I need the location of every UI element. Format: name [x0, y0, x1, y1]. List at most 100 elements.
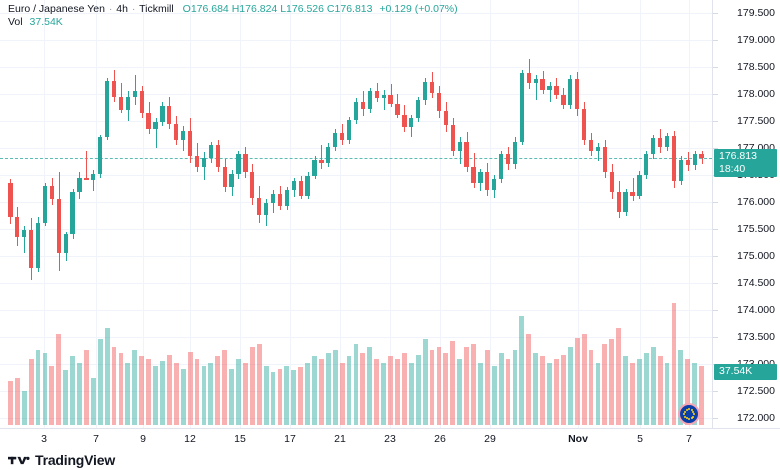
- volume-bar[interactable]: [595, 362, 601, 425]
- volume-bar[interactable]: [699, 365, 705, 425]
- candlestick[interactable]: [581, 109, 587, 140]
- candlestick[interactable]: [402, 114, 407, 128]
- volume-bar[interactable]: [118, 353, 124, 425]
- candlestick[interactable]: [91, 173, 96, 181]
- candlestick[interactable]: [395, 103, 400, 115]
- candlestick[interactable]: [464, 141, 469, 167]
- candlestick[interactable]: [568, 78, 573, 105]
- volume-bar[interactable]: [77, 362, 82, 425]
- candlestick[interactable]: [346, 119, 352, 140]
- volume-bar[interactable]: [146, 359, 152, 425]
- eu-flag-marker-icon[interactable]: [678, 403, 700, 425]
- candlestick[interactable]: [291, 181, 296, 191]
- candlestick[interactable]: [146, 112, 151, 130]
- candlestick[interactable]: [381, 95, 386, 99]
- volume-bar[interactable]: [401, 353, 407, 425]
- volume-bar[interactable]: [457, 359, 463, 425]
- candlestick[interactable]: [478, 172, 483, 184]
- candlestick[interactable]: [388, 95, 393, 104]
- candlestick[interactable]: [105, 80, 110, 138]
- candlestick[interactable]: [499, 154, 504, 180]
- volume-bar[interactable]: [305, 362, 311, 425]
- volume-bar[interactable]: [450, 340, 456, 425]
- candlestick[interactable]: [15, 217, 20, 238]
- candlestick[interactable]: [8, 183, 13, 218]
- volume-bar[interactable]: [526, 334, 532, 425]
- volume-bar[interactable]: [222, 350, 228, 425]
- candlestick[interactable]: [471, 166, 476, 184]
- volume-bar[interactable]: [464, 346, 469, 425]
- volume-bar[interactable]: [256, 343, 262, 425]
- volume-bar[interactable]: [325, 353, 331, 425]
- candlestick[interactable]: [692, 154, 697, 166]
- volume-bar[interactable]: [215, 356, 221, 425]
- candlestick[interactable]: [222, 166, 227, 187]
- volume-bar[interactable]: [491, 365, 497, 425]
- symbol-title[interactable]: Euro / Japanese Yen: [8, 3, 105, 15]
- candlestick[interactable]: [519, 73, 525, 142]
- candlestick[interactable]: [153, 122, 158, 130]
- chart-series-layer[interactable]: [0, 0, 712, 428]
- candlestick[interactable]: [229, 173, 234, 187]
- candlestick[interactable]: [547, 85, 552, 90]
- candlestick[interactable]: [436, 92, 442, 112]
- candlestick[interactable]: [651, 138, 656, 155]
- volume-bar[interactable]: [263, 365, 269, 425]
- volume-bar[interactable]: [7, 381, 13, 425]
- price-scale[interactable]: 176.813 18:40 37.54K 179.500 179.000 178.5…: [712, 0, 780, 446]
- volume-bar[interactable]: [505, 359, 511, 425]
- volume-bar[interactable]: [415, 354, 421, 425]
- volume-bar[interactable]: [381, 362, 387, 425]
- volume-bar[interactable]: [471, 343, 476, 425]
- volume-bar[interactable]: [153, 365, 158, 425]
- candlestick[interactable]: [56, 199, 61, 254]
- time-scale[interactable]: 3 7 9 12 15 17 21 23 26 29 Nov 5 7: [0, 428, 780, 451]
- volume-bar[interactable]: [332, 350, 338, 425]
- candlestick[interactable]: [22, 230, 27, 238]
- volume-bar[interactable]: [270, 371, 276, 425]
- volume-bar[interactable]: [560, 354, 566, 425]
- volume-bar[interactable]: [242, 362, 248, 425]
- volume-bar[interactable]: [360, 353, 366, 425]
- candlestick[interactable]: [685, 159, 690, 166]
- volume-bar[interactable]: [664, 362, 670, 425]
- volume-bar[interactable]: [567, 346, 573, 425]
- volume-bar[interactable]: [249, 346, 255, 425]
- candlestick[interactable]: [340, 132, 345, 140]
- candlestick[interactable]: [457, 141, 462, 151]
- candlestick[interactable]: [678, 159, 684, 182]
- volume-bar[interactable]: [650, 346, 656, 425]
- volume-bar[interactable]: [49, 365, 55, 425]
- candlestick[interactable]: [326, 146, 331, 164]
- candlestick[interactable]: [257, 197, 262, 216]
- volume-bar[interactable]: [139, 356, 145, 425]
- candlestick[interactable]: [367, 91, 372, 110]
- candlestick[interactable]: [187, 130, 193, 157]
- candlestick[interactable]: [492, 179, 497, 191]
- volume-bar[interactable]: [367, 346, 373, 425]
- volume-bar[interactable]: [602, 343, 608, 425]
- volume-bar[interactable]: [422, 339, 428, 425]
- candlestick[interactable]: [353, 102, 359, 120]
- candlestick[interactable]: [270, 193, 276, 204]
- volume-bar[interactable]: [298, 367, 304, 425]
- volume-bar[interactable]: [160, 360, 165, 425]
- candlestick[interactable]: [595, 146, 601, 151]
- volume-bar[interactable]: [291, 370, 297, 425]
- candlestick[interactable]: [35, 222, 41, 268]
- volume-bar[interactable]: [630, 362, 635, 425]
- candlestick[interactable]: [160, 105, 165, 123]
- volume-bar[interactable]: [284, 365, 290, 425]
- candlestick[interactable]: [429, 82, 435, 93]
- volume-bar[interactable]: [408, 362, 414, 425]
- candlestick[interactable]: [284, 190, 289, 207]
- candlestick[interactable]: [416, 100, 421, 119]
- candlestick[interactable]: [637, 175, 642, 196]
- candlestick[interactable]: [194, 156, 200, 167]
- candlestick[interactable]: [561, 95, 566, 105]
- candlestick[interactable]: [374, 91, 379, 99]
- volume-bar[interactable]: [616, 328, 622, 425]
- volume-bar[interactable]: [339, 362, 345, 425]
- candlestick[interactable]: [616, 192, 621, 212]
- volume-bar[interactable]: [63, 370, 69, 425]
